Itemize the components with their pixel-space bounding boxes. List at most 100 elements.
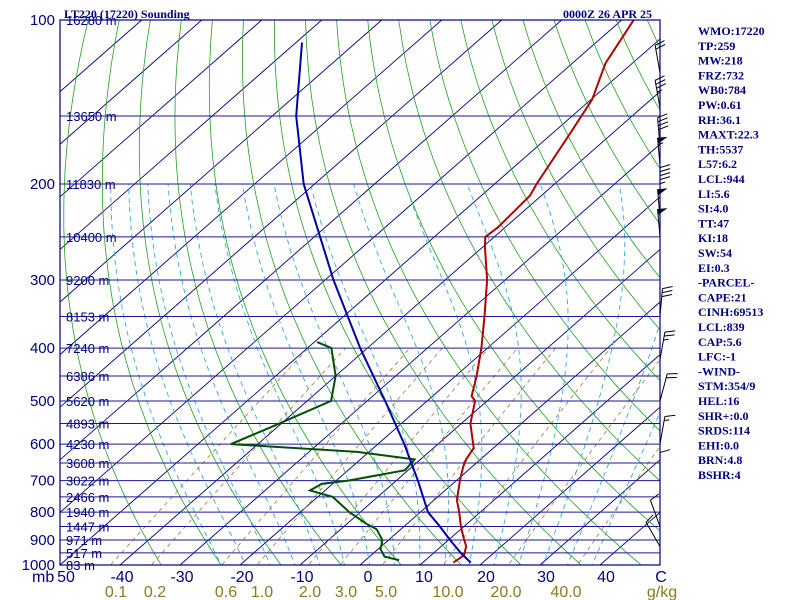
mixing-ratio-unit-label: g/kg [647,584,677,600]
wind-barb [649,493,661,527]
plot-frame [59,19,661,566]
mixing-ratio-line [221,347,411,565]
height-label: 971 m [66,533,102,548]
barb-flag [662,286,673,290]
mixing-ratio-line [307,347,490,565]
moist-adiabat [241,184,370,565]
moist-adiabat [147,184,271,565]
barb-staff [659,373,668,402]
barb-flag [659,168,671,173]
isotherm-line [539,459,660,565]
temperature-tick-label: 50 [57,569,75,586]
mixing-ratio-tick-label: 0.6 [215,584,237,600]
temperature-tick-label: 0 [364,569,373,586]
pressure-tick-label: 600 [30,436,55,453]
moist-adiabat [128,184,247,565]
dry-adiabat [241,20,462,565]
dry-adiabat [336,20,642,565]
barb-flag [661,290,673,294]
barb-staff [649,500,661,527]
index-line: EI:0.3 [698,261,730,275]
isotherm-line [479,406,660,565]
wind-barb [659,373,678,402]
temperature-tick-label: 20 [477,569,495,586]
wind-barb [659,414,676,445]
dry-adiabat [138,20,282,565]
isotherm-line [60,20,262,198]
isotherm-line [299,248,660,565]
index-line: EHI:0.0 [698,438,739,452]
moist-adiabat [404,183,483,565]
parcel-profile [295,42,472,564]
index-line: SW:54 [698,246,732,260]
isotherm-line [239,196,660,565]
mixing-ratio-line [577,445,660,565]
barb-staff [659,416,666,445]
dry-adiabat [491,20,660,331]
height-label: 517 m [66,546,102,561]
index-line: SHR+:0.0 [698,409,749,423]
pressure-tick-label: 900 [30,532,55,549]
index-line: SI:4.0 [698,202,728,216]
pressure-tick-label: 100 [30,12,55,29]
mixing-ratio-tick-label: 0.1 [105,584,127,600]
pressure-tick-label: 400 [30,340,55,357]
barb-flag [659,449,671,454]
height-label: 8153 m [66,310,109,325]
index-line: STM:354/9 [698,379,755,393]
isotherm-line [60,20,502,408]
barb-flag [656,83,667,89]
height-label: 6386 m [66,369,109,384]
barb-flag [664,330,676,333]
index-line: RH:36.1 [698,113,741,127]
temperature-tick-label: 30 [537,569,555,586]
mixing-ratio-tick-label: 10.0 [432,584,463,600]
dry-adiabat [367,20,660,532]
barb-pennant [657,188,668,196]
height-label: 13650 m [66,109,117,124]
mixing-ratio-tick-label: 1.0 [251,584,273,600]
index-line: SRDS:114 [698,424,750,438]
isotherm-line [60,20,562,461]
barb-flag [659,176,671,181]
height-label: 1940 m [66,505,109,520]
index-line: MAXT:22.3 [698,128,759,142]
barb-flag [664,334,675,337]
pressure-tick-label: 1000 [22,557,55,574]
isotherm-line [419,354,660,565]
height-label: 4893 m [66,416,109,431]
height-label: 4230 m [66,437,109,452]
index-line: LFC:-1 [698,350,736,364]
index-line: WB0:784 [698,83,746,97]
barb-flag [657,117,668,123]
index-line: LCL:944 [698,172,745,186]
dry-adiabat [771,20,800,577]
isotherm-line [60,20,322,251]
valid-time: 0000Z 26 APR 25 [563,7,652,21]
pressure-unit-label: mb [32,569,54,586]
indices-panel: WMO:17220TP:259MW:218FRZ:732WB0:784PW:0.… [698,24,765,482]
index-line: L57:6.2 [698,157,737,171]
wind-barb [657,113,669,146]
temperature-tick-label: -10 [290,569,313,586]
dry-adiabat [174,20,342,565]
temperature-tick-label: -30 [170,569,193,586]
mixing-ratio-line [339,347,518,565]
barb-flag [657,113,668,119]
mixing-ratio-tick-label: 5.0 [375,584,397,600]
moist-adiabat [591,411,660,565]
index-line: KI:18 [698,231,728,245]
height-label: 9200 m [66,273,109,288]
index-line: WMO:17220 [698,24,765,38]
mixing-ratio-line [150,347,346,565]
dry-adiabat [305,20,582,565]
barb-staff [654,80,661,109]
index-line: HEL:16 [698,394,739,408]
dry-adiabat [429,20,660,432]
barb-flag [659,164,671,169]
mixing-ratio-tick-label: 20.0 [490,584,521,600]
index-line: CAPE:21 [698,290,747,304]
index-line: LCL:839 [698,320,745,334]
index-line: CAP:5.6 [698,335,742,349]
